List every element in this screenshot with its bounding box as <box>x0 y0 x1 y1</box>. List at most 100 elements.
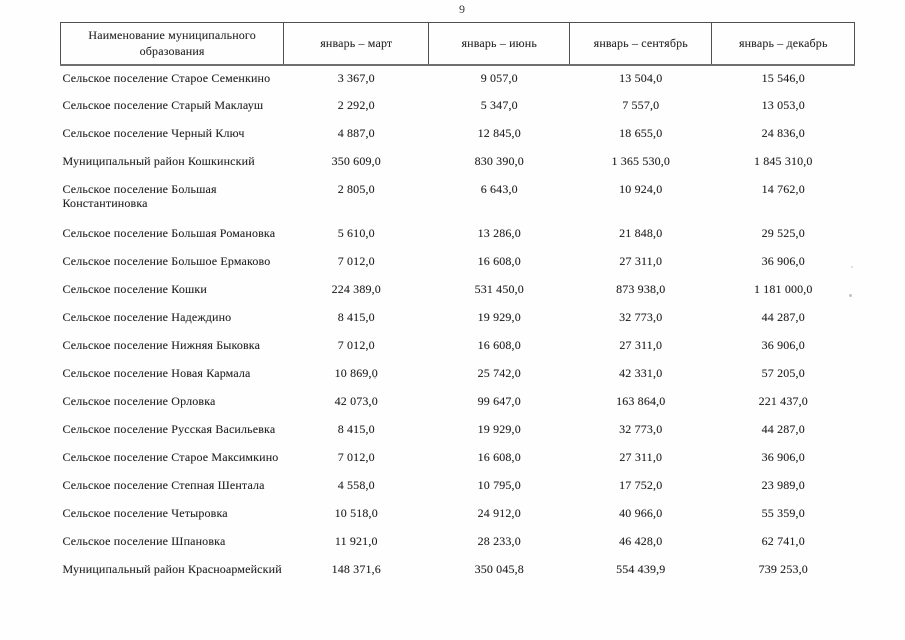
value-cell: 36 906,0 <box>761 254 805 268</box>
municipality-name-cell: Муниципальный район Кошкинский <box>62 154 255 168</box>
value-cell: 36 906,0 <box>761 338 805 352</box>
municipal-budget-table: Наименование муниципального образования … <box>59 22 856 585</box>
municipality-name-cell: Сельское поселение Надеждино <box>62 310 232 324</box>
value-cell: 3 367,0 <box>337 71 375 85</box>
municipality-name-cell: Сельское поселение Старое Семенкино <box>62 71 271 85</box>
scan-speck <box>849 294 852 297</box>
table-row: Сельское поселение Орловка 42 073,0 99 647… <box>61 389 855 417</box>
municipality-name-cell: Сельское поселение Большая Романовка <box>62 226 276 240</box>
table-row: Сельское поселение Кошки 224 389,0 531 450… <box>61 277 855 305</box>
table-row: Сельское поселение Черный Ключ 4 887,0 12 … <box>61 121 855 149</box>
municipality-name-cell: Сельское поселение Старый Маклауш <box>62 98 264 112</box>
value-cell: 10 518,0 <box>334 506 378 520</box>
value-cell: 1 181 000,0 <box>753 282 813 296</box>
table-row: Сельское поселение Шпановка 11 921,0 28 23… <box>61 529 855 557</box>
value-cell: 5 610,0 <box>337 226 375 240</box>
value-cell: 10 795,0 <box>477 478 521 492</box>
table-row: Сельское поселение Нижняя Быковка 7 012,0… <box>61 333 855 361</box>
value-cell: 16 608,0 <box>477 450 521 464</box>
value-cell: 17 752,0 <box>619 478 663 492</box>
table-header-row: Наименование муниципального образования … <box>59 22 856 66</box>
value-cell: 1 365 530,0 <box>611 154 671 168</box>
municipality-name-cell: Сельское поселение Нижняя Быковка <box>62 338 261 352</box>
value-cell: 2 292,0 <box>337 98 375 112</box>
value-cell: 99 647,0 <box>477 394 521 408</box>
value-cell: 32 773,0 <box>619 422 663 436</box>
municipality-name-cell: Сельское поселение Орловка <box>62 394 216 408</box>
column-header-jan-sep: январь – сентябрь <box>569 22 713 66</box>
value-cell: 10 869,0 <box>334 366 378 380</box>
column-header-municipality: Наименование муниципального образования <box>59 22 285 66</box>
municipality-name-cell: Сельское поселение Большая Константиновк… <box>62 182 217 210</box>
value-cell: 221 437,0 <box>758 394 808 408</box>
table-row: Сельское поселение Степная Шентала 4 558,… <box>61 473 855 501</box>
municipality-name-cell: Сельское поселение Русская Васильевка <box>62 422 276 436</box>
value-cell: 62 741,0 <box>761 534 805 548</box>
municipality-name-cell: Сельское поселение Новая Кармала <box>62 366 251 380</box>
value-cell: 148 371,6 <box>331 562 381 576</box>
table-row: Сельское поселение Четыровка 10 518,0 24 9… <box>61 501 855 529</box>
value-cell: 2 805,0 <box>337 182 375 196</box>
table-row: Сельское поселение Большое Ермаково 7 012… <box>61 249 855 277</box>
value-cell: 739 253,0 <box>758 562 808 576</box>
municipality-name-cell: Муниципальный район Красноармейский <box>62 562 282 576</box>
value-cell: 32 773,0 <box>619 310 663 324</box>
value-cell: 350 609,0 <box>331 154 381 168</box>
value-cell: 16 608,0 <box>477 338 521 352</box>
value-cell: 42 331,0 <box>619 366 663 380</box>
value-cell: 27 311,0 <box>619 450 663 464</box>
value-cell: 44 287,0 <box>761 422 805 436</box>
municipality-name-cell: Сельское поселение Четыровка <box>62 506 228 520</box>
value-cell: 350 045,8 <box>474 562 524 576</box>
value-cell: 8 415,0 <box>337 310 375 324</box>
value-cell: 19 929,0 <box>477 422 521 436</box>
value-cell: 12 845,0 <box>477 126 521 140</box>
value-cell: 11 921,0 <box>334 534 378 548</box>
value-cell: 13 286,0 <box>477 226 521 240</box>
table-row: Сельское поселение Большая Константиновк… <box>61 177 855 221</box>
value-cell: 25 742,0 <box>477 366 521 380</box>
value-cell: 531 450,0 <box>474 282 524 296</box>
value-cell: 6 643,0 <box>480 182 518 196</box>
page-number: 9 <box>459 2 465 16</box>
value-cell: 873 938,0 <box>616 282 666 296</box>
value-cell: 46 428,0 <box>619 534 663 548</box>
value-cell: 24 912,0 <box>477 506 521 520</box>
value-cell: 13 053,0 <box>761 98 805 112</box>
value-cell: 14 762,0 <box>761 182 805 196</box>
table-row: Сельское поселение Большая Романовка 5 61… <box>61 221 855 249</box>
value-cell: 16 608,0 <box>477 254 521 268</box>
value-cell: 554 439,9 <box>616 562 666 576</box>
municipality-name-cell: Сельское поселение Черный Ключ <box>62 126 245 140</box>
table-row: Сельское поселение Надеждино 8 415,0 19 92… <box>61 305 855 333</box>
value-cell: 27 311,0 <box>619 338 663 352</box>
value-cell: 21 848,0 <box>619 226 663 240</box>
value-cell: 42 073,0 <box>334 394 378 408</box>
column-header-jan-mar: январь – март <box>283 22 430 66</box>
value-cell: 4 887,0 <box>337 126 375 140</box>
table-row: Муниципальный район Красноармейский 148 3… <box>61 557 855 585</box>
value-cell: 830 390,0 <box>474 154 524 168</box>
value-cell: 7 012,0 <box>337 450 375 464</box>
value-cell: 27 311,0 <box>619 254 663 268</box>
value-cell: 5 347,0 <box>480 98 518 112</box>
value-cell: 9 057,0 <box>480 71 518 85</box>
value-cell: 40 966,0 <box>619 506 663 520</box>
table-row: Сельское поселение Новая Кармала 10 869,0… <box>61 361 855 389</box>
value-cell: 163 864,0 <box>616 394 666 408</box>
value-cell: 28 233,0 <box>477 534 521 548</box>
value-cell: 44 287,0 <box>761 310 805 324</box>
value-cell: 57 205,0 <box>761 366 805 380</box>
scan-speck <box>374 377 376 379</box>
value-cell: 7 012,0 <box>337 338 375 352</box>
value-cell: 1 845 310,0 <box>753 154 813 168</box>
municipality-name-cell: Сельское поселение Старое Максимкино <box>62 450 279 464</box>
value-cell: 18 655,0 <box>619 126 663 140</box>
municipality-name-cell: Сельское поселение Шпановка <box>62 534 226 548</box>
value-cell: 4 558,0 <box>337 478 375 492</box>
value-cell: 10 924,0 <box>619 182 663 196</box>
table-row: Сельское поселение Старое Семенкино 3 367… <box>61 65 855 93</box>
municipality-name-cell: Сельское поселение Кошки <box>62 282 207 296</box>
value-cell: 7 557,0 <box>622 98 660 112</box>
table-row: Сельское поселение Старое Максимкино 7 01… <box>61 445 855 473</box>
